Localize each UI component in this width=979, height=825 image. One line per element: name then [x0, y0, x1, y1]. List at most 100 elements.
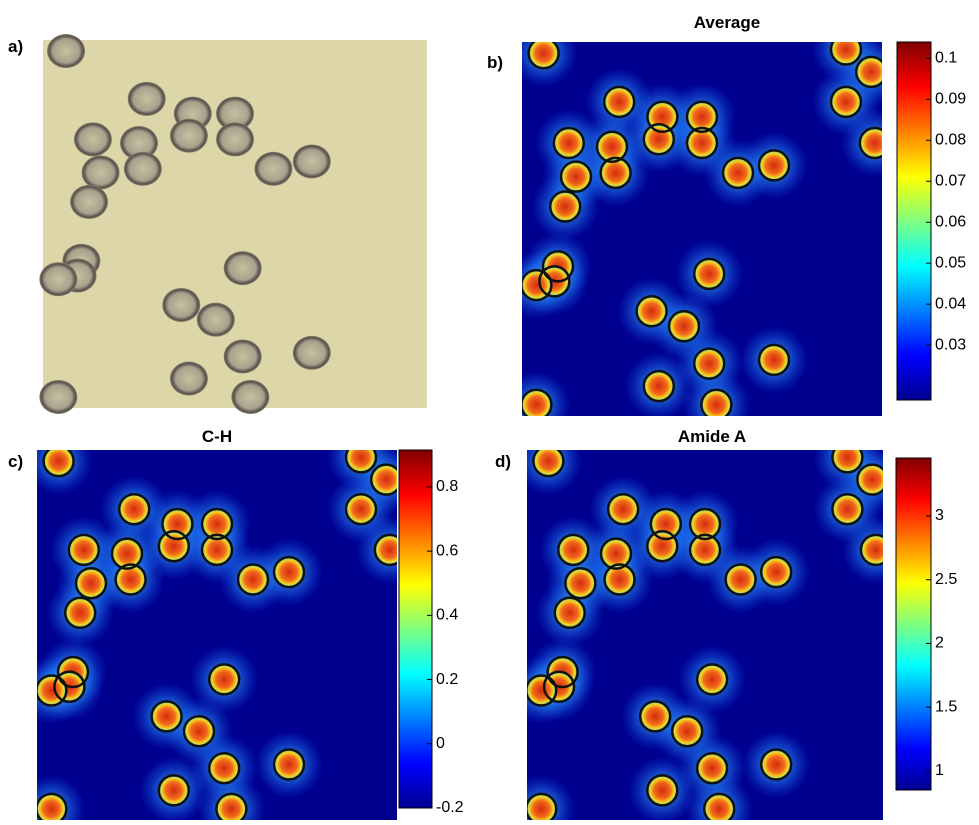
- cell-outline: [67, 533, 101, 567]
- cell-outline: [642, 122, 676, 156]
- cell: [65, 597, 96, 628]
- cell: [697, 664, 728, 695]
- cell: [687, 127, 717, 158]
- cell-outline: [53, 670, 86, 704]
- cell: [238, 564, 268, 595]
- cell: [158, 775, 189, 806]
- cell-outline: [692, 347, 726, 380]
- red-blood-cell: [254, 151, 293, 186]
- cell: [209, 664, 240, 695]
- red-blood-cell: [120, 126, 158, 161]
- cell: [112, 538, 142, 569]
- colorbar-tick-label: 2.5: [935, 571, 957, 588]
- red-blood-cell: [292, 144, 331, 179]
- cell: [274, 749, 304, 780]
- cell: [690, 509, 720, 539]
- panel: d) Amide A 3 2.5 2 1.5 1: [495, 427, 957, 820]
- colorbar-tick-label: 1.5: [935, 698, 957, 715]
- cell: [857, 464, 883, 495]
- cell-outline: [63, 596, 97, 630]
- cell-outline: [724, 563, 757, 596]
- cell: [697, 753, 728, 784]
- cell-outline: [200, 533, 234, 567]
- red-blood-cell: [39, 262, 78, 297]
- cell-outline: [688, 533, 722, 567]
- cell-outline: [557, 533, 590, 567]
- cell-outline: [721, 156, 755, 190]
- cell-outline: [37, 674, 68, 707]
- panel-label: c): [8, 452, 23, 471]
- cell-outline: [207, 663, 241, 696]
- red-blood-cell: [169, 118, 208, 153]
- panel: a): [8, 34, 427, 414]
- colorbar: [896, 41, 932, 401]
- cell-outline: [559, 160, 593, 193]
- cell: [119, 494, 150, 525]
- cell-outline: [272, 555, 306, 589]
- red-blood-cell: [70, 184, 109, 219]
- cell: [647, 775, 678, 806]
- panels: a) b) Average 0.1 0.09 0.08 0.07 0.06 0.05 0.04 0.…: [8, 13, 966, 820]
- cell-outline: [670, 714, 704, 748]
- cell: [759, 344, 789, 375]
- cell-outline: [114, 563, 147, 596]
- cell: [43, 450, 74, 477]
- cell-outline: [646, 774, 679, 807]
- cell-outline: [150, 700, 183, 733]
- cell-outline: [157, 529, 191, 563]
- cell: [209, 753, 240, 784]
- cell: [600, 157, 631, 188]
- colorbar-tick-label: 2: [935, 635, 944, 652]
- cell: [346, 494, 376, 525]
- cell-outline: [215, 792, 248, 820]
- cell-outline: [759, 748, 793, 781]
- colorbar-tick-label: 0.8: [436, 478, 458, 495]
- cell: [704, 793, 735, 820]
- cell-outline: [564, 566, 597, 600]
- cell: [274, 557, 304, 588]
- cell: [831, 86, 861, 117]
- colorbar-tick-label: 0.1: [935, 50, 957, 67]
- cell-outline: [538, 265, 571, 298]
- cell: [374, 534, 397, 565]
- cell: [672, 716, 703, 747]
- red-blood-cell: [73, 122, 112, 157]
- cell-outline: [548, 190, 582, 223]
- cell-outline: [692, 257, 726, 291]
- cell: [636, 296, 667, 327]
- heatmap: [522, 42, 882, 416]
- panel-label: a): [8, 37, 23, 56]
- cell: [553, 127, 584, 158]
- panel-label: b): [487, 53, 503, 72]
- colorbar-tick-label: 3: [935, 507, 944, 524]
- cell-outline: [638, 700, 672, 733]
- cell: [608, 494, 639, 525]
- cell-outline: [527, 42, 560, 70]
- cell-outline: [522, 388, 553, 416]
- cell: [832, 494, 863, 525]
- cell-outline: [236, 563, 270, 596]
- heatmap: [527, 450, 883, 820]
- panel-title: Amide A: [678, 427, 746, 446]
- cell-outline: [553, 596, 586, 630]
- red-blood-cell: [223, 339, 262, 374]
- cell: [601, 538, 631, 569]
- cell-outline: [858, 126, 882, 160]
- cell: [640, 701, 671, 732]
- cell: [604, 86, 635, 117]
- red-blood-cell: [127, 81, 166, 116]
- red-blood-cell: [39, 379, 78, 414]
- cell-outline: [552, 126, 586, 160]
- cell: [216, 793, 247, 820]
- cell: [76, 568, 106, 599]
- colorbar-tick-label: 0: [436, 735, 445, 752]
- cell-outline: [831, 450, 864, 474]
- cell: [860, 534, 883, 565]
- cell: [371, 464, 397, 495]
- cell: [68, 534, 99, 565]
- colorbar-tick-label: -0.2: [436, 799, 464, 816]
- cell-outline: [369, 463, 397, 496]
- cell-outline: [829, 42, 863, 66]
- cell: [558, 534, 589, 565]
- cell-outline: [207, 751, 241, 785]
